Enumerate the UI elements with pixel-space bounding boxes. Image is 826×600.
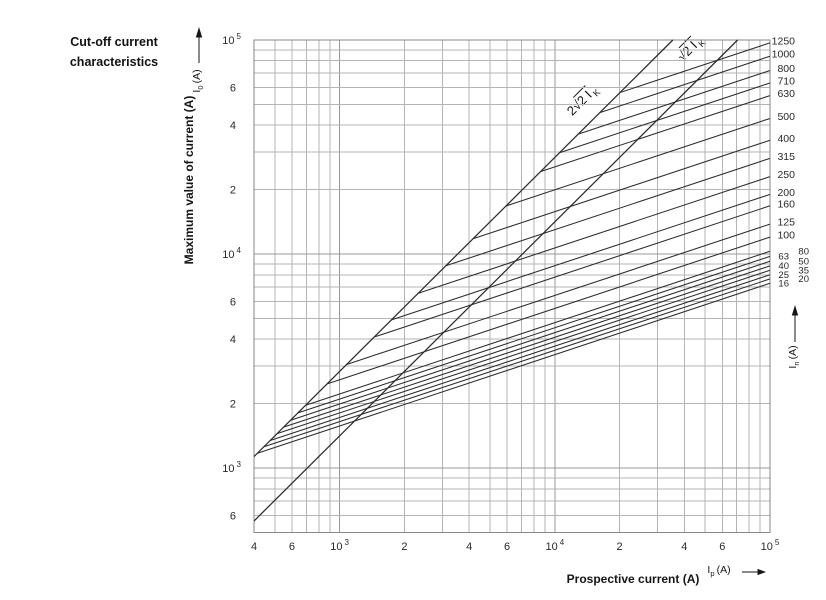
y-tick-label-2000: 2 [230, 399, 236, 411]
x-tick-label-100000: 10 5 [761, 538, 780, 553]
rating-label-1250: 1250 [772, 35, 796, 47]
rating-label-100: 100 [777, 230, 795, 242]
rating-label-63: 63 [778, 252, 789, 263]
rating-label-315: 315 [777, 151, 795, 163]
curve-200 [391, 193, 771, 321]
rating-label-500: 500 [777, 111, 795, 123]
ref-line-asym-peak-2sqrt2Ik [253, 39, 674, 458]
x-symbol-unit: (A) [716, 563, 731, 576]
rating-label-20: 20 [798, 274, 809, 285]
ref-line-sym-peak-sqrt2Ik [253, 39, 739, 522]
rating-label-1000: 1000 [772, 49, 796, 61]
curve-710 [559, 82, 771, 154]
curve-800 [578, 70, 771, 135]
curve-630 [540, 95, 771, 173]
x-tick-label-6000: 6 [504, 541, 510, 553]
y-tick-label-600: 6 [230, 511, 236, 523]
rating-label-160: 160 [777, 198, 795, 210]
rating-label-125: 125 [777, 217, 795, 229]
x-axis-arrow [742, 568, 766, 576]
y-tick-label-1000: 10 3 [222, 460, 241, 475]
curve-80 [305, 250, 771, 406]
curve-315 [445, 157, 771, 267]
x-symbol-base: I [707, 563, 711, 576]
x-tick-label-40000: 4 [681, 541, 687, 553]
x-tick-label-4000: 4 [466, 541, 472, 553]
curve-25 [270, 274, 771, 441]
curve-1250 [619, 42, 771, 94]
x-tick-label-600: 6 [289, 541, 295, 553]
x-tick-label-2000: 2 [401, 541, 407, 553]
rating-label-50: 50 [798, 257, 809, 268]
rating-label-25: 25 [778, 270, 789, 281]
y-tick-label-6000: 6 [230, 297, 236, 309]
curve-250 [418, 176, 771, 294]
y-tick-label-10000: 10 4 [222, 246, 241, 261]
y-tick-label-40000: 4 [230, 120, 236, 132]
curve-1000 [599, 55, 771, 114]
rating-label-16: 16 [778, 279, 789, 290]
rating-label-200: 200 [777, 187, 795, 199]
x-tick-label-20000: 2 [617, 541, 623, 553]
curve-125 [346, 223, 771, 365]
chart-title-line2: characteristics [69, 55, 159, 69]
rating-label-35: 35 [798, 266, 809, 277]
rating-label-630: 630 [777, 88, 795, 100]
rating-label-800: 800 [777, 63, 795, 75]
x-axis-title: Prospective current (A) [566, 572, 700, 586]
y-tick-label-4000: 4 [230, 334, 236, 346]
right-axis-arrow [791, 305, 799, 342]
y-axis-arrow [195, 27, 203, 63]
curve-20 [263, 278, 771, 448]
rating-label-710: 710 [777, 75, 795, 87]
chart-title: Cut-off current characteristics [54, 32, 174, 72]
y-tick-label-20000: 2 [230, 185, 236, 197]
plot-frame [253, 39, 771, 534]
x-tick-label-400: 4 [251, 541, 257, 553]
x-tick-label-10000: 10 4 [545, 538, 564, 553]
curve-500 [505, 117, 771, 207]
y-tick-label-100000: 10 5 [222, 32, 241, 47]
rating-label-400: 400 [777, 133, 795, 145]
curve-50 [290, 260, 771, 421]
curve-40 [283, 265, 771, 428]
rating-label-40: 40 [778, 261, 789, 272]
x-axis-symbol: Ip (A) [707, 564, 730, 578]
x-tick-label-60000: 6 [719, 541, 725, 553]
rating-label-80: 80 [798, 247, 809, 258]
curve-160 [374, 205, 771, 338]
x-tick-label-1000: 10 3 [330, 538, 349, 553]
y-tick-label-60000: 6 [230, 82, 236, 94]
curve-400 [472, 139, 771, 240]
x-symbol-sub: p [710, 569, 715, 579]
curve-100 [326, 236, 771, 385]
chart-title-line1: Cut-off current [70, 35, 158, 49]
rating-label-250: 250 [777, 169, 795, 181]
curve-63 [297, 255, 771, 414]
curve-35 [276, 269, 771, 435]
curve-16 [257, 282, 771, 454]
